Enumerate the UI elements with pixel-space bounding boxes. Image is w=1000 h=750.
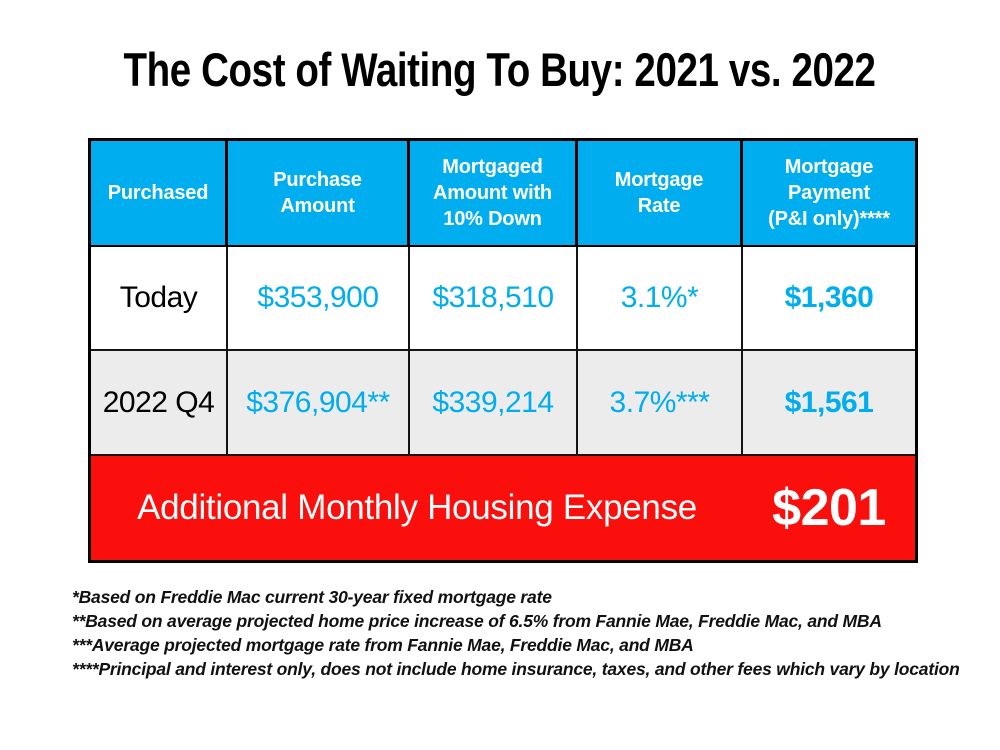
header-cell-mortgage-payment: Mortgage Payment (P&I only)**** <box>743 141 915 247</box>
summary-label: Additional Monthly Housing Expense <box>91 456 743 560</box>
cell-today-mortgage-payment: $1,360 <box>743 247 915 351</box>
cell-2022q4-mortgage-payment: $1,561 <box>743 351 915 456</box>
footnote-2: **Based on average projected home price … <box>72 611 882 631</box>
cell-today-label: Today <box>91 247 228 351</box>
header-cell-purchase-amount: Purchase Amount <box>228 141 410 247</box>
cost-comparison-table: Purchased Purchase Amount Mortgaged Amou… <box>88 138 918 563</box>
header-cell-mortgaged-amount: Mortgaged Amount with 10% Down <box>410 141 578 247</box>
page-title-text: The Cost of Waiting To Buy: 2021 vs. 202… <box>123 43 877 96</box>
header-cell-purchased: Purchased <box>91 141 228 247</box>
footnote-3: ***Average projected mortgage rate from … <box>72 635 694 655</box>
cell-today-purchase-amount: $353,900 <box>228 247 410 351</box>
footnotes: *Based on Freddie Mac current 30-year fi… <box>72 585 972 681</box>
footnote-4: ****Principal and interest only, does no… <box>72 659 960 679</box>
header-cell-mortgage-rate: Mortgage Rate <box>578 141 743 247</box>
summary-value: $201 <box>743 456 915 560</box>
cell-today-mortgaged-amount: $318,510 <box>410 247 578 351</box>
cell-2022q4-mortgaged-amount: $339,214 <box>410 351 578 456</box>
cell-2022q4-mortgage-rate: 3.7%*** <box>578 351 743 456</box>
cell-2022q4-purchase-amount: $376,904** <box>228 351 410 456</box>
page-title: The Cost of Waiting To Buy: 2021 vs. 202… <box>0 42 1000 97</box>
cell-2022q4-label: 2022 Q4 <box>91 351 228 456</box>
footnote-1: *Based on Freddie Mac current 30-year fi… <box>72 587 552 607</box>
cell-today-mortgage-rate: 3.1%* <box>578 247 743 351</box>
